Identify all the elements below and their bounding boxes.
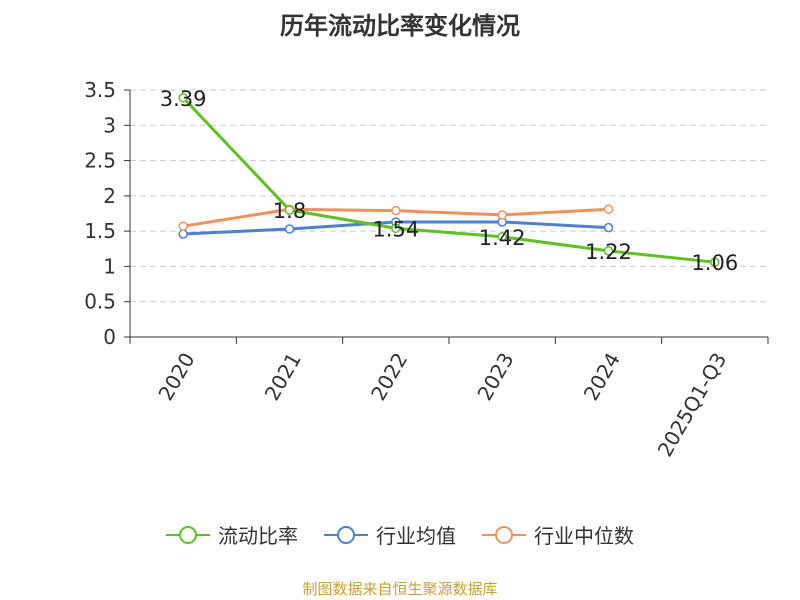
x-tick-label: 2025Q1-Q3 xyxy=(653,349,732,461)
data-point xyxy=(603,222,614,233)
legend-label-current-ratio: 流动比率 xyxy=(218,524,298,548)
data-point xyxy=(497,210,507,220)
data-point xyxy=(603,204,614,215)
legend-marker-industry-median xyxy=(482,525,526,544)
legend-marker-industry-mean xyxy=(324,525,368,544)
legend-item-current-ratio[interactable]: 流动比率 xyxy=(166,520,298,549)
x-tick-label: 2022 xyxy=(366,349,412,405)
legend-item-industry-mean[interactable]: 行业均值 xyxy=(324,520,456,549)
legend-label-industry-median: 行业中位数 xyxy=(534,524,634,548)
data-label: 1.8 xyxy=(273,199,306,223)
data-point xyxy=(497,232,507,242)
x-tick-label: 2024 xyxy=(579,349,625,405)
data-point xyxy=(391,205,401,216)
data-label: 1.06 xyxy=(691,251,738,275)
data-point xyxy=(710,257,720,267)
x-tick-label: 2020 xyxy=(153,349,199,405)
legend: 流动比率 行业均值 行业中位数 xyxy=(0,520,800,549)
y-tick-label: 2.5 xyxy=(84,149,116,173)
data-point xyxy=(284,224,295,234)
data-point xyxy=(178,229,188,239)
y-tick-label: 3.5 xyxy=(84,78,116,102)
data-label: 1.42 xyxy=(479,226,526,250)
y-tick-label: 1.5 xyxy=(84,219,116,243)
legend-item-industry-median[interactable]: 行业中位数 xyxy=(482,520,634,549)
y-tick-label: 3 xyxy=(103,113,116,137)
data-label: 1.22 xyxy=(585,240,632,264)
data-label: 1.54 xyxy=(372,217,419,241)
y-tick-label: 0.5 xyxy=(84,290,116,314)
data-point xyxy=(178,93,188,103)
data-point xyxy=(284,205,295,215)
x-tick-label: 2023 xyxy=(472,348,518,404)
x-tick-label: 2021 xyxy=(260,349,306,405)
series-line xyxy=(182,96,715,264)
legend-label-industry-mean: 行业均值 xyxy=(376,524,456,548)
data-point xyxy=(603,246,614,256)
y-tick-label: 1 xyxy=(103,254,116,278)
data-point xyxy=(178,221,188,231)
data-point xyxy=(391,223,401,234)
y-tick-label: 0 xyxy=(103,325,116,349)
data-label: 3.39 xyxy=(160,87,207,111)
chart-title: 历年流动比率变化情况 xyxy=(280,12,520,40)
legend-marker-current-ratio xyxy=(166,525,210,544)
y-tick-label: 2 xyxy=(103,184,116,208)
source-note: 制图数据来自恒生聚源数据库 xyxy=(302,580,498,598)
line-chart: 0 0.5 1 1.5 2 2.5 3 3.5 2020 2021 2022 2023 2024 2025… xyxy=(84,78,769,461)
